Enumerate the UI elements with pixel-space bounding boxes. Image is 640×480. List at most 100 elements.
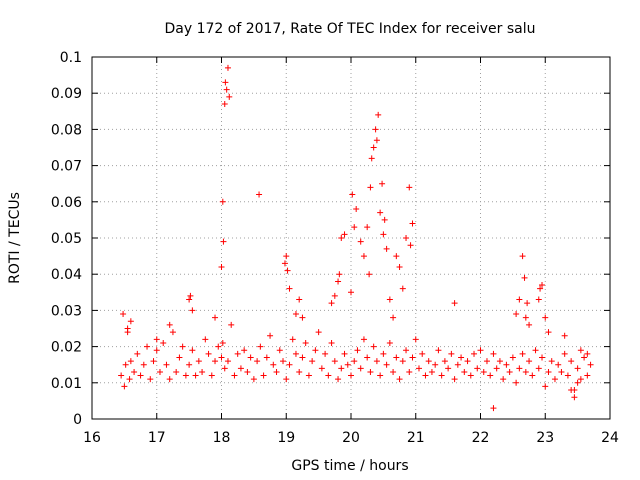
data-point bbox=[383, 245, 390, 252]
y-tick-label: 0.08 bbox=[51, 122, 82, 138]
data-point bbox=[581, 354, 588, 361]
data-point bbox=[318, 365, 325, 372]
data-point bbox=[435, 347, 442, 354]
data-point bbox=[564, 372, 571, 379]
data-point bbox=[558, 368, 565, 375]
data-point bbox=[415, 365, 422, 372]
data-point bbox=[393, 354, 400, 361]
data-point bbox=[454, 361, 461, 368]
data-point bbox=[377, 209, 384, 216]
data-point bbox=[156, 368, 163, 375]
data-point bbox=[338, 365, 345, 372]
data-point bbox=[312, 347, 319, 354]
data-point bbox=[380, 231, 387, 238]
data-point bbox=[192, 372, 199, 379]
data-point bbox=[568, 358, 575, 365]
data-point bbox=[176, 354, 183, 361]
data-point bbox=[134, 350, 141, 357]
data-point bbox=[296, 296, 303, 303]
data-point bbox=[574, 379, 581, 386]
data-point bbox=[348, 372, 354, 379]
data-point bbox=[522, 314, 529, 321]
data-point bbox=[539, 282, 546, 289]
chart-title: Day 172 of 2017, Rate Of TEC Index for r… bbox=[164, 21, 535, 37]
data-point bbox=[379, 180, 386, 187]
data-point bbox=[521, 274, 528, 281]
data-point bbox=[561, 332, 568, 339]
data-point bbox=[267, 332, 274, 339]
data-point bbox=[338, 235, 345, 241]
data-point bbox=[467, 372, 474, 379]
data-point bbox=[471, 350, 478, 357]
data-point bbox=[127, 318, 134, 325]
data-point bbox=[283, 253, 290, 260]
data-point bbox=[357, 365, 364, 372]
data-point bbox=[189, 347, 196, 354]
y-tick-label: 0.1 bbox=[60, 50, 82, 66]
data-point bbox=[256, 191, 263, 198]
data-point bbox=[360, 253, 367, 260]
data-point bbox=[477, 347, 484, 354]
data-point bbox=[487, 372, 494, 379]
data-point bbox=[526, 321, 533, 328]
data-point bbox=[396, 263, 403, 270]
data-point bbox=[364, 224, 371, 231]
data-point bbox=[341, 350, 348, 357]
data-point bbox=[399, 285, 406, 292]
y-tick-label: 0.07 bbox=[51, 159, 82, 175]
data-point bbox=[490, 405, 497, 412]
data-point bbox=[432, 361, 439, 368]
data-point bbox=[584, 350, 591, 357]
data-point bbox=[503, 361, 510, 368]
data-point bbox=[344, 361, 351, 368]
data-point bbox=[215, 343, 222, 350]
y-tick-label: 0.03 bbox=[51, 303, 82, 319]
data-point bbox=[524, 300, 531, 307]
data-point bbox=[375, 111, 382, 118]
data-point bbox=[367, 184, 374, 191]
x-tick-label: 20 bbox=[342, 430, 360, 446]
data-point bbox=[545, 368, 552, 375]
data-point bbox=[574, 365, 581, 372]
data-point bbox=[187, 292, 194, 299]
data-point bbox=[121, 383, 128, 390]
data-point bbox=[147, 376, 154, 383]
data-point bbox=[202, 336, 209, 343]
data-point bbox=[189, 307, 196, 314]
y-tick-label: 0 bbox=[73, 412, 82, 428]
data-point bbox=[425, 358, 432, 365]
data-point bbox=[428, 368, 435, 375]
data-point bbox=[237, 365, 244, 372]
data-point bbox=[328, 339, 335, 346]
y-tick-label: 0.04 bbox=[51, 267, 82, 283]
data-point bbox=[555, 361, 562, 368]
data-point bbox=[179, 343, 186, 350]
data-point bbox=[341, 231, 348, 238]
data-point bbox=[396, 376, 403, 383]
data-point bbox=[513, 379, 520, 386]
data-point bbox=[348, 289, 354, 296]
data-point bbox=[221, 365, 228, 372]
axis-ticks bbox=[91, 56, 611, 420]
data-point bbox=[186, 296, 193, 303]
data-point bbox=[286, 361, 293, 368]
data-point bbox=[299, 354, 306, 361]
data-point bbox=[335, 376, 342, 383]
x-tick-label: 19 bbox=[277, 430, 295, 446]
data-point bbox=[166, 376, 173, 383]
data-point bbox=[370, 144, 377, 151]
data-point bbox=[490, 350, 497, 357]
data-point bbox=[532, 347, 539, 354]
data-point bbox=[309, 358, 316, 365]
data-point bbox=[451, 300, 458, 307]
data-point bbox=[137, 372, 144, 379]
data-point bbox=[118, 372, 125, 379]
y-axis-title: ROTI / TECUs bbox=[7, 192, 23, 284]
x-tick-label: 23 bbox=[536, 430, 554, 446]
data-point bbox=[205, 350, 212, 357]
data-point bbox=[381, 216, 388, 223]
data-point bbox=[509, 354, 516, 361]
data-point bbox=[305, 372, 312, 379]
